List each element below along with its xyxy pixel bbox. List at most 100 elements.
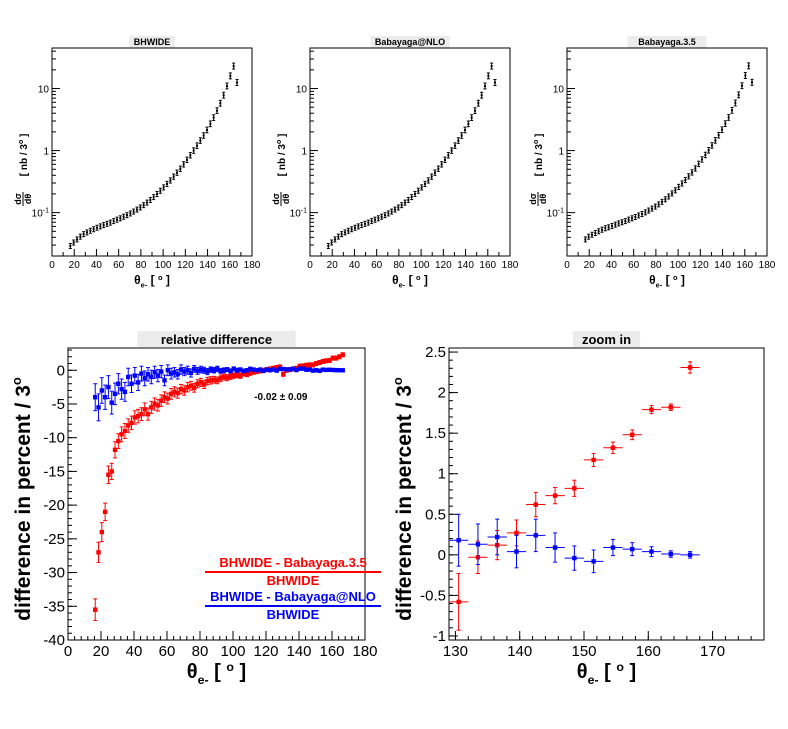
data-point	[267, 368, 273, 373]
data-point	[607, 226, 610, 229]
y-tick-label: 10	[553, 85, 565, 96]
x-tick-label: 120	[253, 643, 278, 660]
x-tick-label: 40	[91, 260, 103, 271]
data-point	[122, 428, 128, 434]
data-point	[145, 411, 151, 417]
data-point	[587, 235, 590, 238]
data-point	[397, 206, 400, 209]
data-point	[185, 368, 190, 373]
data-point	[228, 368, 233, 374]
data-point	[407, 198, 410, 201]
data-point	[229, 74, 232, 77]
data-point	[226, 84, 228, 87]
data-point	[327, 358, 332, 363]
data-point	[457, 139, 460, 142]
data-point	[591, 559, 596, 564]
chart-zoom: zoom in 130 140 150 160 170 -1 -0.5 0 0.5 1 1.5 2 2.5…	[390, 331, 765, 687]
data-point	[102, 395, 108, 400]
x-tick-label: 20	[69, 260, 81, 271]
data-point	[152, 401, 157, 407]
data-point	[102, 224, 105, 227]
data-point	[251, 367, 256, 372]
data-point	[231, 373, 237, 378]
y-axis-label: dσ dθ [ nb / 3o ]	[271, 134, 291, 206]
plot-frame	[448, 347, 765, 641]
data-point	[126, 214, 128, 217]
data-point	[400, 204, 403, 207]
data-point	[668, 551, 673, 557]
x-tick-label: 180	[244, 260, 261, 271]
data-point	[182, 388, 187, 393]
data-point	[357, 225, 360, 228]
x-tick-label: 80	[393, 260, 405, 271]
data-point	[307, 367, 312, 372]
y-tick-label: 2	[438, 385, 446, 402]
data-point	[192, 149, 195, 152]
y-label-unit: [ nb / 3o ]	[18, 134, 30, 177]
data-point	[218, 368, 223, 374]
data-point	[76, 238, 78, 241]
x-tick-label: 140	[199, 260, 216, 271]
data-point	[244, 372, 250, 377]
data-point	[188, 370, 194, 376]
y-tick-label: 1	[558, 147, 564, 158]
data-point	[209, 122, 212, 125]
y-tick-label: 2.5	[425, 344, 446, 361]
data-point	[176, 171, 178, 174]
data-point	[514, 549, 519, 554]
y-label-numerator: dσ	[271, 193, 281, 205]
data-point	[126, 423, 131, 428]
x-tick-label: 180	[759, 260, 776, 271]
x-tick-label: 40	[606, 260, 618, 271]
data-point	[222, 94, 225, 97]
data-point	[711, 144, 713, 147]
data-point	[677, 185, 680, 188]
data-point	[697, 162, 700, 165]
data-point	[284, 367, 289, 372]
data-point	[156, 192, 158, 195]
data-point	[106, 384, 111, 390]
chart-title: Babayaga@NLO	[375, 37, 445, 47]
data-point	[188, 383, 194, 388]
data-point	[271, 367, 276, 372]
data-point	[610, 545, 616, 550]
data-point	[112, 391, 118, 397]
y-tick-label: -40	[43, 632, 65, 649]
data-point	[647, 209, 650, 212]
data-point	[129, 420, 134, 426]
data-point	[310, 368, 316, 373]
data-point	[340, 368, 345, 373]
data-point	[135, 380, 141, 385]
data-point	[494, 81, 496, 84]
data-point	[317, 360, 322, 365]
x-tick-label: 60	[628, 260, 640, 271]
data-point	[657, 203, 660, 206]
plot-frame	[67, 347, 366, 641]
data-point	[304, 367, 309, 372]
data-point	[664, 198, 667, 201]
data-point	[687, 175, 690, 178]
data-point	[251, 370, 256, 375]
y-tick-label: -30	[43, 565, 65, 582]
x-tick-label: 140	[457, 260, 474, 271]
data-point	[155, 403, 161, 408]
data-point	[182, 369, 187, 374]
chart-title: Babayaga.3.5	[638, 37, 696, 47]
data-point	[132, 373, 138, 378]
data-point	[490, 65, 493, 68]
data-point	[216, 109, 218, 112]
data-point	[145, 372, 151, 377]
data-point	[337, 368, 342, 373]
fit-annotation: -0.02 ± 0.09	[254, 392, 308, 403]
data-point	[119, 386, 124, 392]
y-tick-label: -0.5	[420, 587, 446, 604]
x-tick-label: 100	[155, 260, 172, 271]
x-tick-label: 60	[371, 260, 383, 271]
data-point	[597, 230, 600, 233]
data-point	[437, 167, 440, 170]
data-point	[630, 546, 635, 552]
data-point	[195, 368, 200, 374]
data-point	[106, 472, 111, 477]
data-point	[116, 438, 121, 444]
data-point	[212, 116, 215, 119]
